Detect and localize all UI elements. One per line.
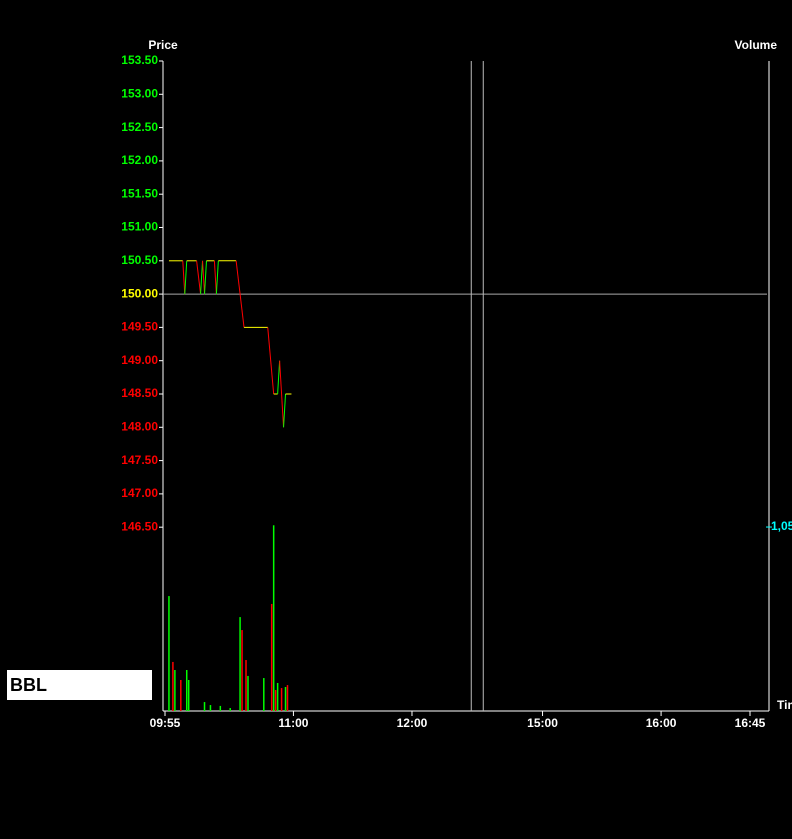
volume-bar — [219, 705, 222, 711]
volume-bar — [274, 689, 277, 711]
volume-bar — [203, 702, 206, 711]
symbol-box — [7, 670, 152, 700]
x-axis-title: Time — [777, 698, 792, 712]
x-tick-label: 12:00 — [397, 716, 428, 730]
y-tick-label: 148.00 — [121, 419, 158, 433]
volume-bar — [239, 617, 241, 711]
y-tick-label: 147.00 — [121, 486, 158, 500]
volume-bar — [245, 660, 247, 711]
price-segment — [182, 260, 186, 295]
price-segment — [202, 260, 206, 295]
y-tick-label: 151.00 — [121, 220, 158, 234]
volume-bar — [172, 661, 174, 711]
price-segment — [213, 260, 217, 295]
y-tick-label: 150.00 — [121, 286, 158, 300]
x-tick-label: 11:00 — [278, 716, 308, 730]
y-tick-label: 147.50 — [121, 453, 158, 467]
volume-bar — [270, 603, 273, 711]
volume-bar — [263, 678, 265, 711]
y-tick-label: 148.50 — [121, 386, 158, 400]
price-segment — [277, 360, 281, 395]
volume-bar — [276, 682, 279, 711]
volume-bar — [272, 525, 275, 711]
volume-bar — [284, 686, 287, 711]
y-tick-label: 153.00 — [121, 86, 158, 100]
x-tick-label: 09:55 — [150, 716, 181, 730]
volume-bar — [241, 630, 243, 711]
x-tick-label: 15:00 — [527, 716, 558, 730]
volume-bar — [209, 705, 212, 711]
y2-axis-title: Volume — [735, 38, 778, 52]
y-axis-title: Price — [148, 38, 178, 52]
y-tick-label: 149.00 — [121, 353, 158, 367]
price-segment — [239, 294, 245, 328]
price-segment — [283, 393, 287, 428]
price-segment — [200, 260, 204, 295]
price-segment — [235, 260, 241, 295]
volume-bar — [187, 679, 190, 711]
y-tick-label: 146.50 — [121, 519, 158, 533]
y-tick-label: 152.00 — [121, 153, 158, 167]
price-segment — [184, 260, 188, 295]
y-tick-label: 152.50 — [121, 120, 158, 134]
y-tick-label: 151.50 — [121, 186, 158, 200]
volume-bar — [180, 679, 182, 711]
volume-bar — [280, 688, 283, 711]
price-segment — [267, 327, 275, 395]
x-tick-label: 16:45 — [735, 716, 766, 730]
y-tick-label: 150.50 — [121, 253, 158, 267]
volume-bar — [286, 685, 289, 711]
volume-bar — [174, 670, 176, 711]
volume-bar — [229, 708, 231, 711]
symbol: BBL — [10, 675, 47, 695]
y2-tick-label: 1,050 — [771, 519, 792, 533]
price-segment — [204, 260, 207, 295]
y-tick-label: 149.50 — [121, 320, 158, 334]
price-segment — [215, 260, 219, 295]
x-tick-label: 16:00 — [646, 716, 677, 730]
volume-bar — [247, 675, 249, 711]
volume-bar — [185, 670, 188, 711]
volume-bar — [168, 596, 170, 711]
price-segment — [279, 360, 285, 428]
y-tick-label: 153.50 — [121, 53, 158, 67]
price-segment — [196, 260, 202, 295]
